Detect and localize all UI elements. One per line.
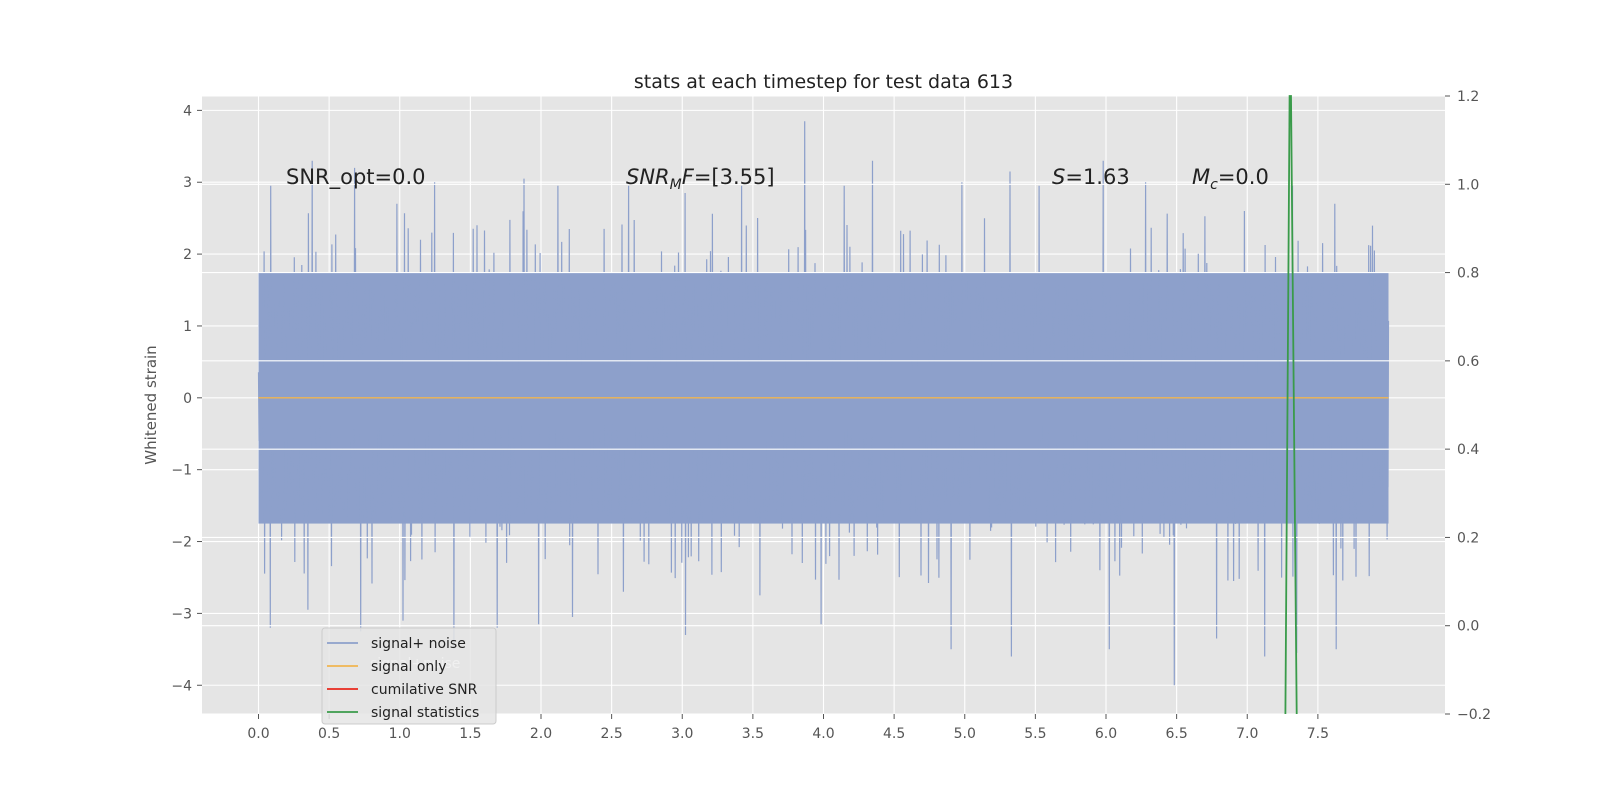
x-tick-label: 0.5 (318, 726, 340, 742)
x-tick-label: 2.0 (530, 726, 552, 742)
x-tick-label: 6.5 (1165, 726, 1187, 742)
x-tick-label: 1.0 (389, 726, 411, 742)
x-tick-label: 7.0 (1236, 726, 1258, 742)
x-tick-label: 3.5 (742, 726, 764, 742)
y2-tick-label: 0.8 (1457, 266, 1479, 282)
y-tick-label: 3 (183, 175, 192, 191)
y2-tick-label: 1.0 (1457, 177, 1479, 193)
x-tick-label: 0.0 (247, 726, 269, 742)
x-tick-label: 3.0 (671, 726, 693, 742)
y-tick-label: 2 (183, 247, 192, 263)
y-tick-label: −3 (171, 606, 192, 622)
y2-tick-label: 0.6 (1457, 354, 1479, 370)
annotation-snr_mf: SNRMF=[3.55] (626, 165, 775, 193)
legend-label: signal+ noise (371, 636, 466, 652)
x-tick-label: 4.0 (812, 726, 834, 742)
annotations: SNR_opt=0.0 SNRMF=[3.55] S=1.63 Mc=0.0 (286, 165, 1269, 193)
x-tick-label: 2.5 (600, 726, 622, 742)
y2-tick-label: −0.2 (1457, 707, 1491, 723)
y2-tick-label: 0.0 (1457, 619, 1479, 635)
legend-label: signal statistics (371, 705, 479, 721)
annotation-mc: Mc=0.0 (1192, 165, 1269, 193)
x-tick-label: 7.5 (1307, 726, 1329, 742)
annotation-s: S=1.63 (1052, 165, 1130, 189)
ticks-layer: 0.0 0.5 1.0 1.5 2.0 2.5 3.0 3.5 4.0 4.5 5.0 5.5 6.0 6… (171, 89, 1491, 742)
y-tick-label: −2 (171, 535, 192, 551)
signal-statistics-line (1284, 95, 1298, 715)
legend-ghost-text: signal+noise (370, 656, 460, 672)
x-tick-label: 4.5 (883, 726, 905, 742)
y2-tick-label: 0.4 (1457, 442, 1479, 458)
y2-tick-label: 1.2 (1457, 89, 1479, 105)
y-axis-label: Whitened strain (142, 345, 160, 464)
series-layer (258, 95, 1389, 715)
y-tick-label: 0 (183, 391, 192, 407)
legend-label: signal only (371, 659, 446, 675)
x-tick-label: 5.0 (954, 726, 976, 742)
legend-label: cumilative SNR (371, 682, 478, 698)
y-tick-label: −4 (171, 678, 192, 694)
y-tick-label: 1 (183, 319, 192, 335)
signal-noise-line (257, 121, 1390, 686)
x-tick-label: 5.5 (1024, 726, 1046, 742)
x-tick-label: 1.5 (459, 726, 481, 742)
y-tick-label: −1 (171, 463, 192, 479)
x-tick-label: 6.0 (1095, 726, 1117, 742)
y2-tick-label: 0.2 (1457, 530, 1479, 546)
y-tick-label: 4 (183, 103, 192, 119)
legend-box (321, 627, 497, 725)
chart-title: stats at each timestep for test data 613 (634, 71, 1013, 93)
annotation-snr_opt: SNR_opt=0.0 (286, 165, 426, 190)
legend: signal+noise signal+ noise signal only cumi… (321, 627, 497, 725)
